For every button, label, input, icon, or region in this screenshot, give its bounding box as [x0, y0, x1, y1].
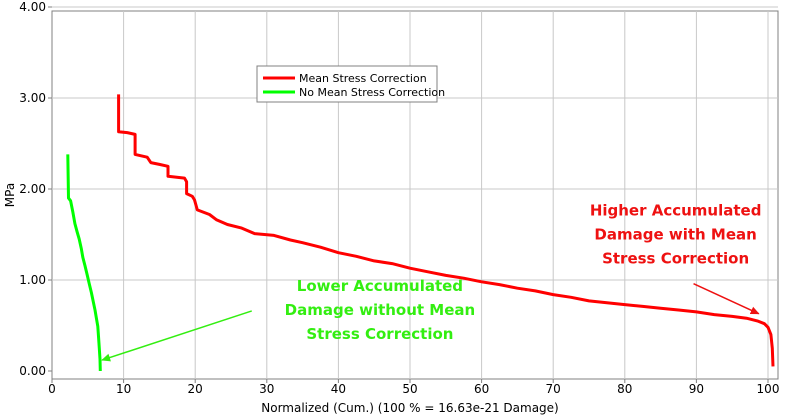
series-layer: [66, 94, 775, 372]
annotations-layer: Lower Accumulated Damage without Mean Stre…: [101, 201, 762, 362]
x-tick-label: 0: [48, 382, 56, 396]
annotation-lower-damage-line: Lower Accumulated: [297, 277, 463, 295]
annotation-lower-damage-line: Stress Correction: [306, 325, 453, 343]
legend-label-mean-stress: Mean Stress Correction: [299, 72, 427, 85]
series-line-mean-stress: [117, 94, 775, 367]
legend-label-no-mean-stress: No Mean Stress Correction: [299, 86, 445, 99]
x-tick-label: 50: [402, 382, 417, 396]
x-tick-label: 60: [474, 382, 489, 396]
x-tick-label: 100: [757, 382, 780, 396]
y-axis-ticks: 0.00 1.00 2.00 3.00 4.00: [19, 0, 52, 378]
legend: Mean Stress Correction No Mean Stress Co…: [256, 65, 445, 103]
annotation-higher-damage-line: Damage with Mean: [594, 225, 756, 243]
x-tick-label: 70: [546, 382, 561, 396]
y-tick-label: 3.00: [19, 91, 46, 105]
annotation-higher-damage-line: Stress Correction: [602, 249, 749, 267]
legend-box: [256, 65, 438, 103]
annotation-higher-damage-line: Higher Accumulated: [590, 201, 762, 219]
x-tick-label: 20: [188, 382, 203, 396]
series-line-no-mean-stress: [66, 154, 102, 372]
y-axis-label: MPa: [3, 183, 17, 207]
y-tick-label: 2.00: [19, 182, 46, 196]
y-tick-label: 4.00: [19, 0, 46, 14]
annotation-lower-damage-line: Damage without Mean: [285, 301, 476, 319]
x-axis-ticks: 0 10 20 30 40 50 60 70 80 90 100: [48, 379, 779, 396]
y-tick-label: 1.00: [19, 273, 46, 287]
annotation-arrow-green: [101, 310, 252, 362]
x-tick-label: 10: [116, 382, 131, 396]
annotation-arrow-red: [693, 282, 760, 315]
y-tick-label: 0.00: [19, 364, 46, 378]
x-tick-label: 90: [689, 382, 704, 396]
x-axis-label: Normalized (Cum.) (100 % = 16.63e-21 Dam…: [261, 401, 559, 415]
x-tick-label: 80: [617, 382, 632, 396]
x-tick-label: 30: [259, 382, 274, 396]
x-tick-label: 40: [331, 382, 346, 396]
